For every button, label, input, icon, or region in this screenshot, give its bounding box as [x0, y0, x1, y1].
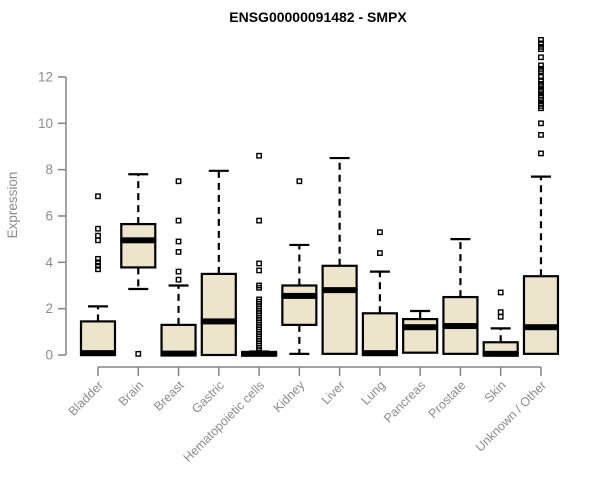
- x-tick-label: Breast: [151, 378, 187, 414]
- outlier-point: [376, 229, 383, 236]
- median-line: [442, 323, 479, 330]
- outlier-point: [538, 86, 544, 93]
- outlier-point: [538, 100, 544, 107]
- outlier-point: [538, 54, 544, 61]
- outlier-point: [538, 120, 544, 127]
- outlier-point: [256, 217, 262, 224]
- outlier-point: [256, 260, 262, 267]
- y-tick-label: 12: [38, 69, 53, 84]
- outlier-point: [497, 309, 504, 316]
- box-lung: [361, 312, 398, 357]
- outlier-point: [175, 268, 182, 275]
- median-line: [321, 287, 358, 294]
- outlier-point: [95, 232, 101, 239]
- median-line: [482, 350, 519, 357]
- outlier-point: [538, 40, 544, 47]
- outlier-point: [95, 262, 101, 269]
- chart-title: ENSG00000091482 - SMPX: [229, 9, 407, 25]
- outlier-point: [497, 313, 504, 320]
- x-tick-label: Lung: [358, 378, 388, 408]
- outlier-point: [95, 259, 101, 266]
- box-liver: [321, 264, 358, 355]
- outlier-point: [256, 282, 262, 289]
- outlier-point: [497, 289, 504, 296]
- outlier-point: [538, 77, 544, 84]
- y-tick-label: 4: [45, 255, 53, 270]
- box-kidney: [281, 284, 318, 326]
- outlier-point: [538, 65, 544, 72]
- outlier-point: [256, 267, 262, 274]
- y-tick-label: 6: [45, 208, 53, 223]
- outlier-point: [538, 150, 544, 157]
- outlier-point: [175, 238, 182, 245]
- outlier-point: [175, 217, 182, 224]
- box-pancreas: [402, 317, 439, 354]
- outlier-point: [175, 248, 182, 255]
- y-axis-label: Expression: [5, 172, 20, 239]
- box-brain: [120, 222, 157, 269]
- box-bladder: [79, 320, 117, 357]
- outlier-point: [95, 193, 101, 200]
- x-tick-label: Brain: [116, 378, 147, 409]
- median-line: [402, 324, 439, 331]
- y-tick-label: 10: [38, 116, 53, 131]
- outlier-point: [256, 296, 262, 303]
- x-tick-label: Bladder: [66, 378, 106, 418]
- outlier-point: [538, 74, 544, 80]
- median-line: [120, 237, 157, 244]
- outlier-point: [376, 250, 383, 256]
- y-tick-label: 2: [45, 301, 53, 316]
- outlier-point: [256, 152, 262, 159]
- median-line: [160, 350, 197, 357]
- y-tick-label: 0: [45, 348, 53, 363]
- outlier-point: [175, 178, 182, 185]
- median-line: [200, 318, 237, 325]
- x-tick-label: Hematopoietic cells: [181, 378, 268, 465]
- median-line: [241, 350, 278, 357]
- outlier-point: [95, 266, 101, 273]
- outlier-point: [538, 43, 544, 50]
- outlier-point: [175, 276, 182, 283]
- y-tick-label: 8: [45, 162, 53, 177]
- box-gastric: [200, 272, 237, 357]
- median-line: [522, 324, 559, 331]
- outlier-point: [135, 350, 142, 357]
- x-tick-label: Liver: [319, 378, 348, 407]
- outlier-point: [95, 255, 101, 262]
- box-breast: [160, 323, 197, 357]
- x-tick-label: Unknown / Other: [473, 378, 549, 454]
- x-tick-label: Pancreas: [381, 378, 428, 425]
- outlier-point: [296, 178, 303, 185]
- outlier-point: [538, 131, 544, 138]
- outlier-point: [538, 81, 544, 87]
- outlier-point: [538, 62, 544, 69]
- outlier-point: [95, 237, 101, 244]
- median-line: [80, 350, 116, 357]
- x-tick-label: Gastric: [189, 378, 227, 416]
- outlier-point: [95, 225, 101, 232]
- outlier-point: [538, 36, 544, 43]
- outlier-point: [538, 92, 544, 99]
- x-tick-label: Prostate: [426, 378, 469, 421]
- box-unknown-other: [522, 275, 560, 355]
- x-tick-label: Kidney: [271, 378, 308, 415]
- x-tick-label: Skin: [482, 378, 509, 405]
- median-line: [281, 292, 318, 299]
- median-line: [361, 350, 398, 357]
